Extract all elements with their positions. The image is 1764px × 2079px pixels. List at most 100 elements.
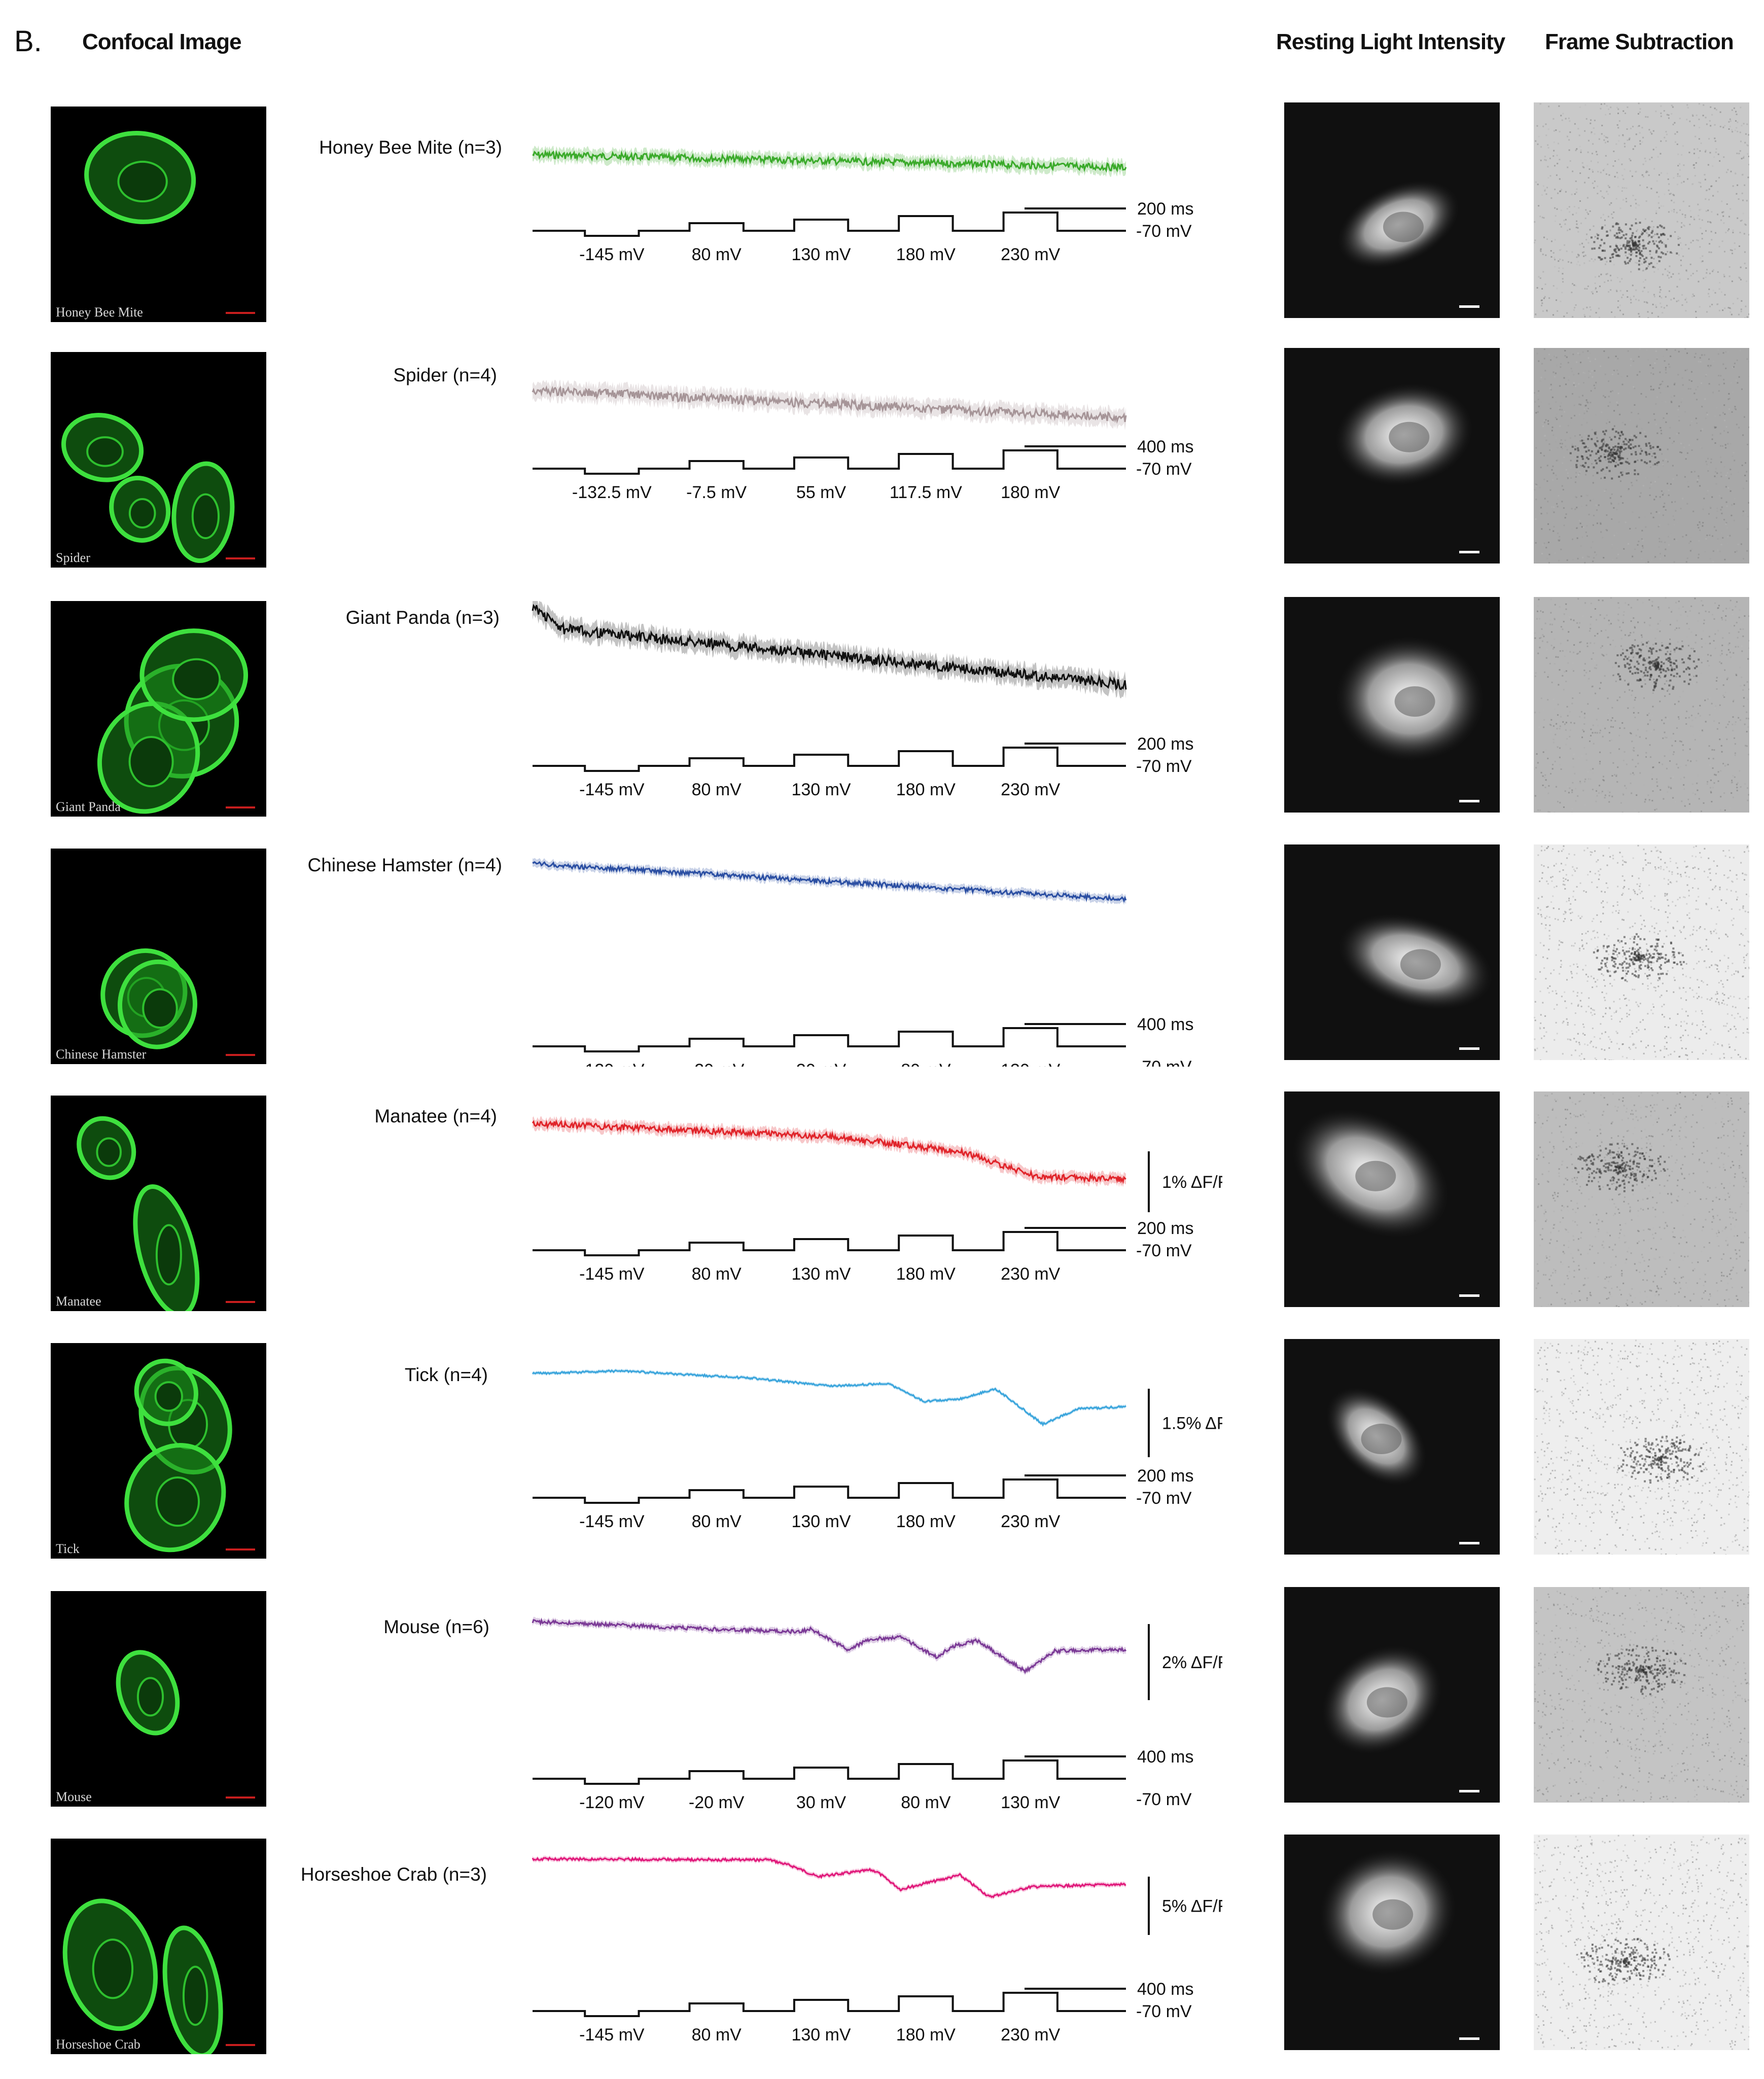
scale-bar [1459, 800, 1479, 802]
trace-sem-band [533, 1116, 1126, 1187]
step-voltage-label: 130 mV [791, 1512, 851, 1531]
confocal-caption: Giant Panda [56, 799, 121, 814]
dff-scale-label: 2% ΔF/F [1162, 1653, 1222, 1672]
scale-bar [1459, 305, 1479, 308]
step-voltage-label: 130 mV [1001, 1061, 1060, 1067]
step-voltage-label: 230 mV [1001, 1264, 1060, 1284]
scale-bar [226, 806, 255, 808]
fluorescence-trace: 200 ms -70 mV -145 mV 80 mV 130 mV 180 mV 230 … [532, 601, 1194, 799]
scale-bar [226, 1548, 255, 1551]
species-label: Chinese Hamster (n=4) [307, 855, 502, 875]
scale-bar [226, 1054, 255, 1056]
resting-light-image [1284, 102, 1500, 318]
step-voltage-label: 80 mV [692, 1512, 742, 1531]
step-voltage-label: 55 mV [796, 483, 846, 502]
resting-light-image [1284, 1339, 1500, 1555]
holding-potential-label: -70 mV [1136, 2002, 1192, 2021]
holding-potential-label: -70 mV [1136, 1058, 1192, 1067]
step-voltage-label: 180 mV [896, 2025, 956, 2045]
confocal-caption: Honey Bee Mite [56, 305, 143, 320]
step-voltage-label: 80 mV [901, 1793, 951, 1809]
header-frame-subtraction: Frame Subtraction [1545, 29, 1734, 54]
frame-subtraction-image [1534, 1091, 1749, 1307]
scale-bar [1459, 1542, 1479, 1544]
step-voltage-label: 180 mV [896, 1264, 956, 1284]
frame-subtraction-image [1534, 597, 1749, 813]
species-label: Honey Bee Mite (n=3) [319, 137, 502, 158]
dff-scale-label: 5% ΔF/F [1162, 1897, 1222, 1916]
step-voltage-label: -132.5 mV [572, 483, 652, 502]
species-label: Giant Panda (n=3) [345, 607, 500, 628]
row-giant-panda: Giant Panda Giant Panda (n=3) 200 ms -70 mV… [0, 597, 1764, 819]
confocal-image: Spider [51, 352, 266, 568]
scale-bar [226, 1796, 255, 1799]
species-label: Horseshoe Crab (n=3) [300, 1864, 487, 1885]
step-voltage-label: 30 mV [796, 1061, 846, 1067]
trace-line [532, 1119, 1126, 1184]
step-voltage-label: 180 mV [896, 1512, 956, 1531]
trace-sem-band [533, 1855, 1126, 1899]
scale-bar [226, 312, 255, 314]
species-label: Tick (n=4) [404, 1364, 488, 1385]
step-voltage-label: 80 mV [901, 1061, 951, 1067]
frame-subtraction-image [1534, 102, 1749, 318]
resting-light-image [1284, 844, 1500, 1060]
step-voltage-label: -20 mV [689, 1061, 745, 1067]
holding-potential-label: -70 mV [1136, 222, 1192, 241]
fluorescence-trace: 400 ms -70 mV -120 mV -20 mV 30 mV 80 mV 130 m… [532, 1616, 1222, 1809]
trace-line [532, 604, 1127, 691]
row-tick: Tick Tick (n=4) 200 ms -70 mV -145 mV 80 mV 13… [0, 1339, 1764, 1561]
row-manatee: Manatee Manatee (n=4) 200 ms -70 mV -145 mV 8… [0, 1091, 1764, 1314]
trace-sem-band [533, 1368, 1126, 1427]
frame-subtraction-image [1534, 348, 1749, 563]
header-resting: Resting Light Intensity [1276, 29, 1505, 54]
step-voltage-label: 130 mV [1001, 1793, 1060, 1809]
species-label: Manatee (n=4) [374, 1106, 497, 1126]
step-voltage-label: 130 mV [791, 1264, 851, 1284]
step-voltage-label: -145 mV [579, 1264, 645, 1284]
step-voltage-label: -145 mV [579, 245, 645, 264]
panel-letter: B. [14, 25, 42, 58]
voltage-protocol [533, 1759, 1126, 1785]
holding-potential-label: -70 mV [1136, 1241, 1192, 1260]
time-scale-label: 400 ms [1137, 1747, 1194, 1767]
fluorescence-trace: 200 ms -70 mV -145 mV 80 mV 130 mV 180 mV 230 … [532, 1116, 1222, 1284]
voltage-protocol [533, 449, 1126, 475]
trace-sem-band [533, 1616, 1126, 1676]
step-voltage-label: 80 mV [692, 2025, 742, 2045]
step-voltage-label: 230 mV [1001, 245, 1060, 264]
resting-light-image [1284, 348, 1500, 563]
fluorescence-trace: 400 ms -70 mV -132.5 mV -7.5 mV 55 mV 117.5 m… [532, 379, 1194, 502]
voltage-protocol [533, 1478, 1126, 1504]
trace-line [532, 1369, 1126, 1427]
step-voltage-label: 130 mV [791, 245, 851, 264]
scale-bar [226, 557, 255, 559]
species-label: Spider (n=4) [393, 365, 497, 385]
confocal-caption: Tick [56, 1541, 80, 1556]
step-voltage-label: 180 mV [1001, 483, 1060, 502]
step-voltage-label: 117.5 mV [890, 483, 962, 502]
confocal-image: Mouse [51, 1591, 266, 1807]
step-voltage-label: -145 mV [579, 2025, 645, 2045]
confocal-caption: Manatee [56, 1294, 101, 1309]
resting-light-image [1284, 1587, 1500, 1803]
fluorescence-trace: 200 ms -70 mV -145 mV 80 mV 130 mV 180 mV 230 … [532, 145, 1194, 264]
step-voltage-label: 180 mV [896, 780, 956, 799]
time-scale-label: 200 ms [1137, 1219, 1194, 1238]
resting-light-image [1284, 1091, 1500, 1307]
voltage-protocol [533, 1231, 1126, 1256]
time-scale-label: 400 ms [1137, 1015, 1194, 1034]
step-voltage-label: -120 mV [579, 1061, 645, 1067]
scale-bar [226, 1301, 255, 1303]
confocal-image: Tick [51, 1343, 266, 1559]
species-label: Mouse (n=6) [383, 1616, 489, 1637]
step-voltage-label: -120 mV [579, 1793, 645, 1809]
row-honey-bee-mite: Honey Bee Mite Honey Bee Mite (n=3) 200 ms… [0, 102, 1764, 325]
row-mouse: Mouse Mouse (n=6) 400 ms -70 mV -120 mV -20 m… [0, 1587, 1764, 1809]
step-voltage-label: -145 mV [579, 780, 645, 799]
scale-bar [1459, 1790, 1479, 1792]
trace-line [532, 1856, 1126, 1898]
row-horseshoe-crab: Horseshoe Crab Horseshoe Crab (n=3) 400 ms… [0, 1835, 1764, 2057]
step-voltage-label: 80 mV [692, 780, 742, 799]
holding-potential-label: -70 mV [1136, 757, 1192, 776]
